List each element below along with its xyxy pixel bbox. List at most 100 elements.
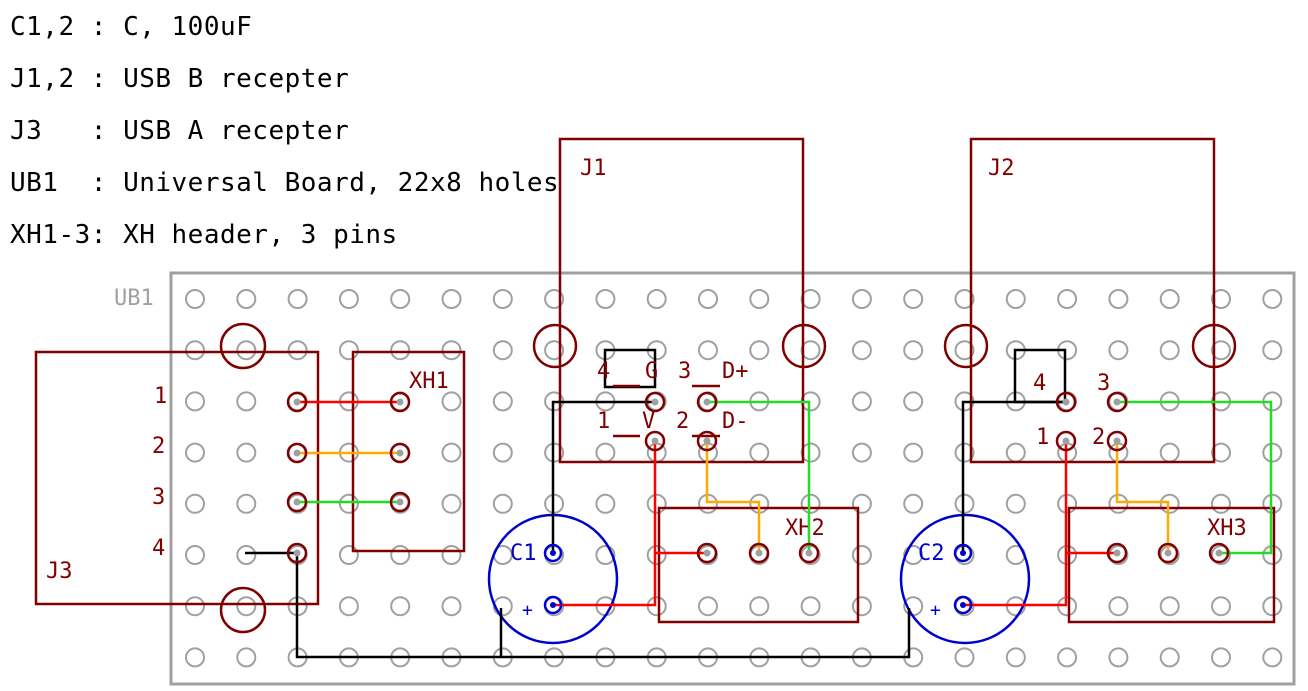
board-hole xyxy=(236,493,257,514)
power-wires xyxy=(297,400,1117,607)
pad-hole xyxy=(293,549,301,557)
board-hole xyxy=(1057,289,1078,309)
j3-pin2-label: 2 xyxy=(152,434,165,459)
j3-pin4-label: 4 xyxy=(152,536,165,561)
board-hole xyxy=(338,340,359,361)
component-pad xyxy=(644,430,666,452)
j2-pin1-label: 1 xyxy=(1036,425,1049,450)
pad-hole xyxy=(651,437,659,445)
j1-v-label: V xyxy=(642,409,655,434)
board-hole xyxy=(954,289,975,309)
component-pad xyxy=(696,430,718,452)
board-hole xyxy=(1262,442,1283,463)
component-pad xyxy=(1055,430,1077,452)
board-hole xyxy=(236,647,257,668)
c2-ref-label: C2 xyxy=(918,541,945,566)
pad-hole xyxy=(1062,398,1070,406)
pad-hole xyxy=(1215,549,1223,557)
component-pad xyxy=(696,391,718,413)
board-hole xyxy=(287,340,308,361)
board-hole xyxy=(800,442,821,463)
j1-pin1-label: 1 xyxy=(597,409,610,434)
pad-hole xyxy=(1113,437,1121,445)
board-hole xyxy=(595,493,616,514)
board-hole xyxy=(851,493,872,514)
board-hole xyxy=(1057,647,1078,668)
j1-pin-underlines xyxy=(613,384,720,438)
board-hole xyxy=(185,545,205,565)
j3-usb-a-receptacle xyxy=(34,322,320,634)
board-hole xyxy=(851,289,872,309)
board-hole xyxy=(954,647,975,668)
component-pad xyxy=(286,491,308,513)
board-hole xyxy=(185,391,205,412)
pad-hole xyxy=(1062,437,1070,445)
pad-hole xyxy=(703,549,711,557)
board-hole xyxy=(441,289,462,309)
board-hole xyxy=(646,545,667,565)
board-hole xyxy=(1108,596,1129,617)
board-hole xyxy=(646,289,667,309)
pad-hole xyxy=(293,398,301,406)
board-hole xyxy=(441,340,462,361)
c1-polarity-label: + xyxy=(522,600,533,621)
capacitor-pads xyxy=(543,543,973,615)
board-hole xyxy=(287,289,308,309)
pad-hole xyxy=(651,398,659,406)
board-hole xyxy=(698,340,718,361)
board-hole xyxy=(1262,545,1283,565)
component-pad xyxy=(286,391,308,413)
pad-hole xyxy=(703,398,711,406)
board-hole xyxy=(390,545,411,565)
pad-hole xyxy=(396,498,404,506)
board-hole xyxy=(595,289,616,309)
board-hole xyxy=(800,289,821,309)
board-hole xyxy=(1262,340,1283,361)
j1-pin4-label: 4 xyxy=(597,359,610,384)
board-hole xyxy=(236,442,257,463)
board-hole xyxy=(954,340,975,361)
board-hole xyxy=(544,289,565,309)
xh1-ref-label: XH1 xyxy=(409,369,449,394)
board-hole xyxy=(236,289,257,309)
component-pad xyxy=(1106,391,1128,413)
board-hole xyxy=(954,493,975,514)
board-label: UB1 xyxy=(114,286,154,311)
board-hole xyxy=(390,596,411,617)
xh3-ref-label: XH3 xyxy=(1207,516,1247,541)
board-hole xyxy=(236,391,257,412)
board-hole xyxy=(1005,442,1026,463)
board-hole xyxy=(1108,340,1129,361)
board-hole xyxy=(903,391,924,412)
board-hole xyxy=(954,442,975,463)
component-pad xyxy=(389,491,411,513)
pad-hole xyxy=(1164,549,1172,557)
component-pad xyxy=(389,442,411,464)
board-hole xyxy=(1262,493,1283,514)
board-hole xyxy=(903,442,924,463)
board-hole xyxy=(492,442,513,463)
board-hole xyxy=(1211,545,1231,565)
board-hole xyxy=(1159,596,1180,617)
pad-hole xyxy=(755,549,763,557)
board-hole xyxy=(903,493,924,514)
board-hole xyxy=(441,442,462,463)
component-pad xyxy=(389,391,411,413)
board-hole xyxy=(185,596,205,617)
j1-pin3-label: 3 xyxy=(678,359,691,384)
board-hole xyxy=(903,289,924,309)
note-universal-board: UB1 : Universal Board, 22x8 holes xyxy=(10,168,560,198)
component-pads xyxy=(286,391,1230,564)
board-hole xyxy=(851,442,872,463)
component-pad xyxy=(644,391,666,413)
board-hole xyxy=(544,340,565,361)
board-hole xyxy=(851,596,872,617)
pad-hole xyxy=(293,449,301,457)
board-hole xyxy=(492,289,513,309)
component-pad xyxy=(1208,542,1230,564)
board-hole xyxy=(646,493,667,514)
component-pad xyxy=(748,542,770,564)
j1-dminus-label: D- xyxy=(722,409,749,434)
board-hole xyxy=(698,289,718,309)
